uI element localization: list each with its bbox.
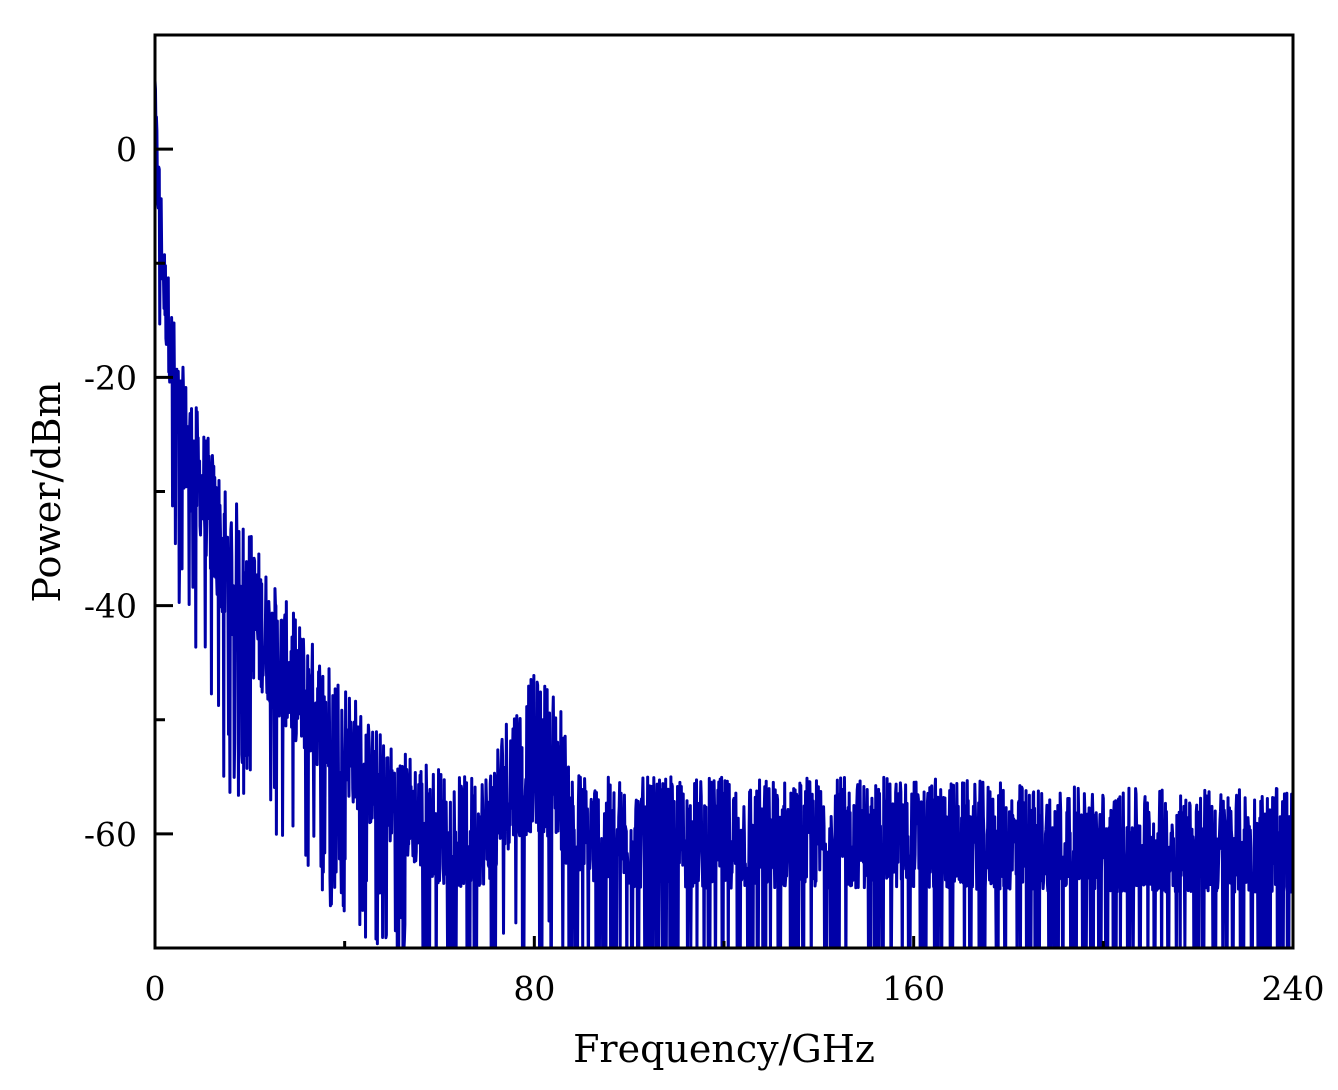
plot-area [155,80,1293,948]
y-tick-label: 0 [116,130,137,169]
y-axis-label: Power/dBm [25,381,69,602]
x-axis-label: Frequency/GHz [573,1027,875,1071]
x-tick-label: 240 [1262,969,1325,1008]
y-tick-label: -60 [84,815,137,854]
y-tick-label: -20 [84,358,137,397]
x-tick-label: 80 [513,969,555,1008]
x-tick-label: 0 [145,969,166,1008]
x-tick-label: 160 [882,969,945,1008]
series-line [155,80,1293,948]
x-axis-ticks: 0 80 160 240 [145,936,1325,1008]
y-tick-label: -40 [84,587,137,626]
y-axis-ticks: 0 -20 -40 -60 [84,130,173,854]
